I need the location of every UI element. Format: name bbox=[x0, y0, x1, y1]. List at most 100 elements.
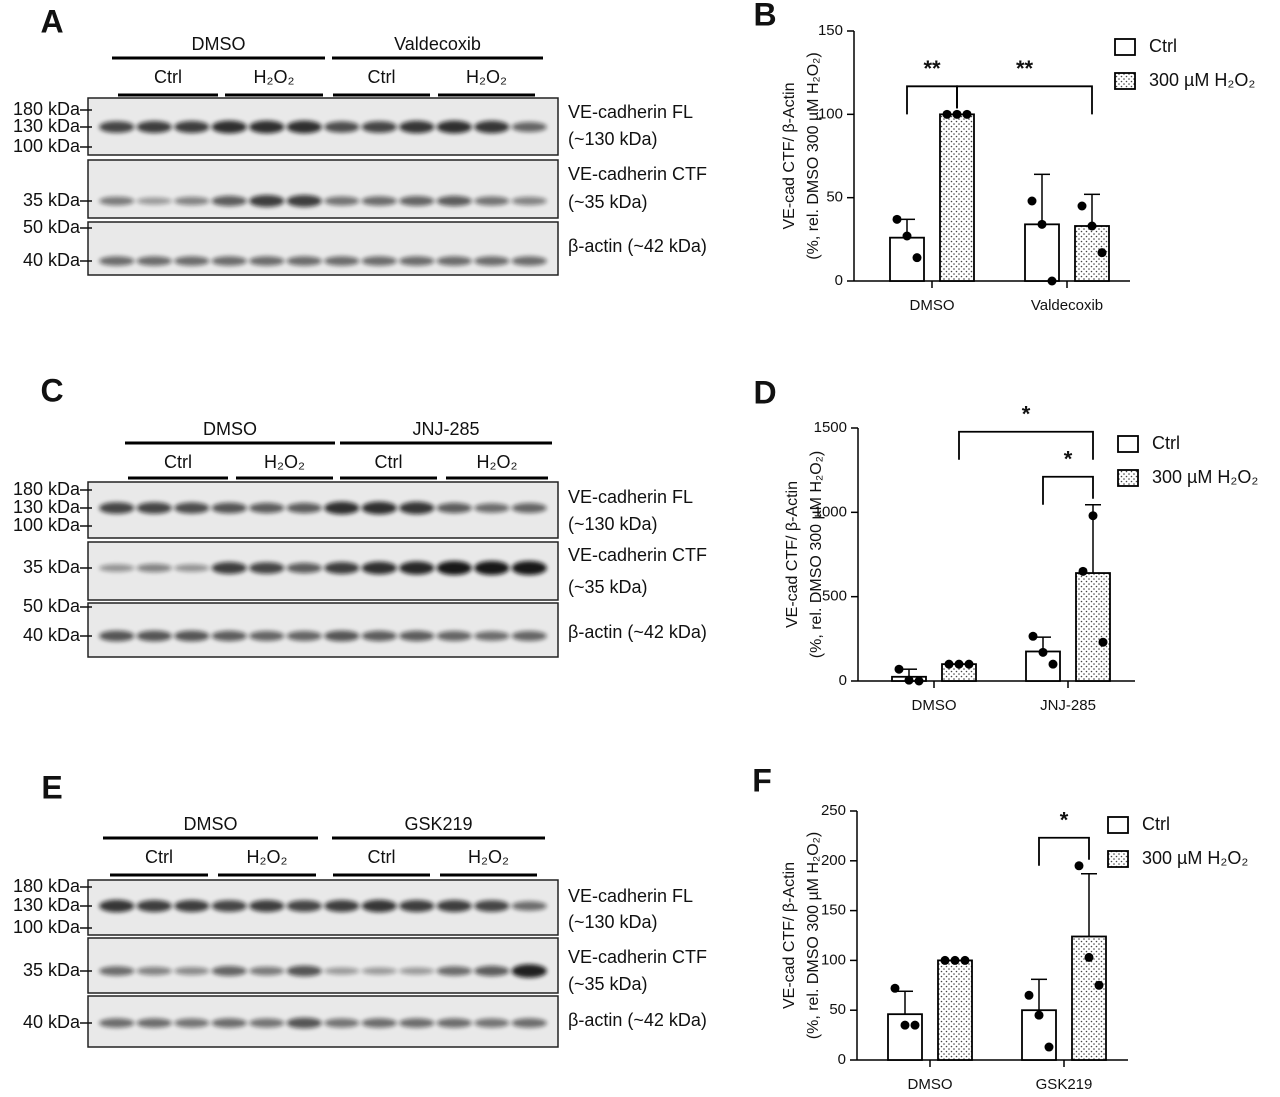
blot-band bbox=[99, 502, 135, 514]
marker-label: 100 kDa bbox=[13, 136, 81, 156]
blot-band bbox=[174, 630, 210, 642]
significance-label: * bbox=[1060, 808, 1069, 833]
y-tick-label: 100 bbox=[821, 951, 846, 968]
marker-label: 180 kDa bbox=[13, 479, 81, 499]
blot-band bbox=[436, 120, 472, 134]
marker-label: 40 kDa bbox=[23, 1012, 81, 1032]
y-tick-label: 250 bbox=[821, 802, 846, 819]
blot-band bbox=[211, 966, 247, 976]
data-point bbox=[1097, 248, 1107, 258]
band-label: (~35 kDa) bbox=[568, 974, 648, 994]
data-point bbox=[892, 214, 902, 224]
y-tick-label: 50 bbox=[826, 189, 843, 206]
blot-band bbox=[211, 256, 247, 266]
blot-band bbox=[511, 503, 547, 513]
data-point bbox=[944, 659, 954, 669]
blot-band bbox=[399, 1018, 435, 1028]
blot-band bbox=[211, 120, 247, 134]
blot-band bbox=[361, 561, 397, 575]
blot-band bbox=[286, 965, 322, 977]
marker-label: 180 kDa bbox=[13, 99, 81, 119]
band-label: β-actin (~42 kDa) bbox=[568, 622, 707, 642]
blot-band bbox=[361, 967, 397, 975]
blot-band bbox=[286, 631, 322, 641]
y-tick-label: 200 bbox=[821, 852, 846, 869]
blot-band bbox=[99, 1018, 135, 1028]
blot-band bbox=[474, 965, 510, 977]
data-point bbox=[960, 955, 970, 965]
legend-swatch bbox=[1117, 435, 1139, 453]
blot-band bbox=[286, 1017, 322, 1029]
blot-band bbox=[249, 900, 285, 912]
legend-label: Ctrl bbox=[1142, 814, 1170, 834]
data-point bbox=[1047, 276, 1057, 286]
y-axis-title: VE-cad CTF/ β-Actin bbox=[784, 481, 801, 628]
band-label: (~35 kDa) bbox=[568, 192, 648, 212]
blot-band bbox=[511, 901, 547, 911]
legend-label: 300 µM H₂O₂ bbox=[1142, 848, 1248, 868]
blot-band bbox=[174, 900, 210, 912]
blot-band bbox=[511, 256, 547, 266]
blot-band bbox=[136, 630, 172, 642]
blot-band bbox=[474, 256, 510, 266]
marker-label: 50 kDa bbox=[23, 217, 81, 237]
y-tick-label: 500 bbox=[822, 588, 847, 605]
blot-band bbox=[136, 900, 172, 912]
data-point bbox=[1094, 980, 1104, 990]
blot-band bbox=[99, 630, 135, 642]
blot-band bbox=[436, 256, 472, 266]
condition-label: H₂O₂ bbox=[247, 847, 288, 867]
blot-band bbox=[249, 195, 285, 207]
blot-band bbox=[474, 196, 510, 206]
blot-band bbox=[399, 900, 435, 912]
marker-label: 180 kDa bbox=[13, 876, 81, 896]
blot-band bbox=[211, 630, 247, 642]
blot-band bbox=[324, 1018, 360, 1028]
blot-band bbox=[474, 900, 510, 912]
blot-band bbox=[474, 120, 510, 134]
blot-band bbox=[249, 256, 285, 266]
blot-band bbox=[361, 256, 397, 266]
marker-label: 130 kDa bbox=[13, 497, 81, 517]
marker-label: 100 kDa bbox=[13, 515, 81, 535]
condition-label: Ctrl bbox=[368, 847, 396, 867]
legend-label: 300 µM H₂O₂ bbox=[1149, 70, 1255, 90]
data-point bbox=[1078, 566, 1088, 576]
blot-band bbox=[436, 966, 472, 976]
panel-letter: C bbox=[40, 372, 63, 408]
band-label: (~35 kDa) bbox=[568, 577, 648, 597]
data-point bbox=[1037, 219, 1047, 229]
group-label: GSK219 bbox=[404, 814, 472, 834]
blot-band bbox=[211, 900, 247, 912]
data-point bbox=[1024, 990, 1034, 1000]
blot-band bbox=[174, 564, 210, 572]
legend-label: Ctrl bbox=[1152, 433, 1180, 453]
blot-band bbox=[249, 562, 285, 574]
data-point bbox=[904, 675, 914, 685]
data-point bbox=[912, 253, 922, 263]
panel-letter: E bbox=[41, 769, 62, 805]
blot-band bbox=[286, 562, 322, 574]
marker-label: 35 kDa bbox=[23, 190, 81, 210]
blot-band bbox=[474, 561, 510, 575]
blot-band bbox=[249, 1018, 285, 1028]
band-label: (~130 kDa) bbox=[568, 912, 658, 932]
blot-band bbox=[361, 899, 397, 913]
blot-band bbox=[361, 501, 397, 515]
blot-band bbox=[324, 121, 360, 133]
data-point bbox=[902, 231, 912, 241]
legend-swatch bbox=[1107, 850, 1129, 868]
blot-band bbox=[136, 1018, 172, 1028]
data-point bbox=[1088, 511, 1098, 521]
blot-band bbox=[211, 195, 247, 207]
x-tick-label: GSK219 bbox=[1036, 1076, 1093, 1092]
blot-band bbox=[286, 195, 322, 207]
blot-band bbox=[211, 1018, 247, 1028]
blot-membrane bbox=[87, 159, 559, 219]
condition-label: Ctrl bbox=[164, 452, 192, 472]
panel-letter: D bbox=[753, 374, 776, 410]
marker-label: 40 kDa bbox=[23, 250, 81, 270]
blot-band bbox=[99, 966, 135, 976]
band-label: VE-cadherin FL bbox=[568, 886, 693, 906]
data-point bbox=[900, 1020, 910, 1030]
